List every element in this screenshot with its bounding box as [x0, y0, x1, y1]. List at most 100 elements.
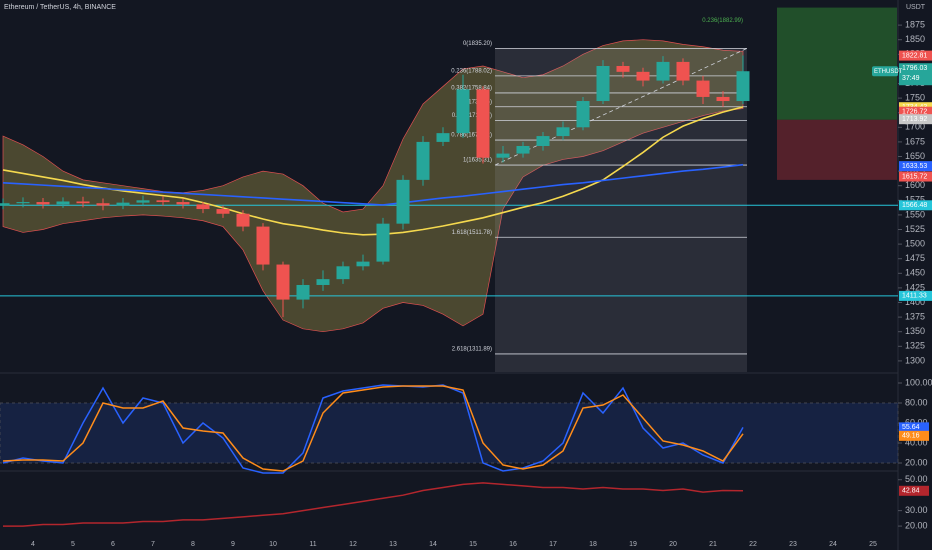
fib-label: 0.786(1678.12): [451, 133, 492, 139]
x-tick-label: 19: [629, 541, 637, 548]
candle-body: [276, 264, 290, 300]
candle-body: [536, 136, 550, 146]
position-target: [777, 7, 897, 120]
candle-body: [136, 200, 150, 203]
y-tick-label: 1450: [905, 268, 925, 278]
candle-body: [736, 71, 750, 102]
axis-unit: USDT: [906, 4, 926, 11]
candle-body: [156, 200, 170, 203]
x-tick-label: 10: [269, 541, 277, 548]
y-tick-label: 1475: [905, 253, 925, 263]
price-label: 1726.72: [902, 109, 927, 116]
candle-body: [556, 127, 570, 137]
y-tick-label: 1350: [905, 326, 925, 336]
trend-line: [494, 47, 748, 166]
candle-body: [216, 209, 230, 214]
last-price-box: [899, 63, 932, 86]
value-box: [899, 422, 929, 433]
y-tick-label: 1600: [905, 180, 925, 190]
candle-body: [16, 202, 30, 204]
candle-body: [256, 226, 270, 265]
x-tick-label: 24: [829, 541, 837, 548]
moving-average: [2, 163, 744, 206]
symbol-label: ETHUSDT: [874, 69, 903, 75]
fib-label: 1(1635.31): [463, 158, 492, 164]
candle-body: [316, 279, 330, 285]
price-label: 1822.81: [902, 52, 927, 59]
candle-body: [376, 223, 390, 262]
price-label-box: [899, 161, 932, 172]
price-label-box: [899, 290, 932, 301]
y-tick-label: 1875: [905, 19, 925, 29]
candle-body: [656, 61, 670, 81]
fib-label: 0.5(1735.25): [458, 99, 492, 105]
value-box: [899, 485, 929, 496]
fib-ext-label: 0.236(1882.99): [702, 18, 743, 24]
candle-body: [596, 65, 610, 102]
fib-label: 1.618(1511.78): [452, 230, 492, 236]
x-tick-label: 5: [71, 541, 75, 548]
price-label-box: [899, 50, 932, 61]
y-tick-label: 100.00: [905, 377, 932, 387]
candle-body: [296, 284, 310, 300]
candle-body: [476, 89, 490, 158]
value-label: 42.84: [902, 488, 920, 495]
value-box: [899, 430, 929, 441]
y-tick-label: 30.00: [905, 505, 928, 515]
candle-body: [336, 266, 350, 280]
y-tick-label: 1400: [905, 297, 925, 307]
y-tick-label: 20.00: [905, 457, 928, 467]
price-label-box: [899, 200, 932, 211]
y-tick-label: 1675: [905, 136, 925, 146]
last-price: 1796.03: [902, 65, 927, 72]
candle-body: [416, 141, 430, 180]
x-tick-label: 16: [509, 541, 517, 548]
candle-body: [456, 89, 470, 134]
y-tick-label: 1525: [905, 224, 925, 234]
x-tick-label: 7: [151, 541, 155, 548]
x-tick-label: 23: [789, 541, 797, 548]
price-label: 1566.48: [902, 202, 927, 209]
fib-label: 0.382(1758.84): [451, 86, 492, 92]
x-tick-label: 22: [749, 541, 757, 548]
price-label: 1615.72: [902, 173, 927, 180]
price-label: 1411.33: [902, 293, 927, 300]
x-tick-label: 11: [309, 541, 316, 548]
moving-average: [2, 106, 744, 236]
price-label: 1633.53: [902, 163, 927, 170]
price-label-box: [899, 106, 932, 117]
y-tick-label: 1300: [905, 355, 925, 365]
candle-body: [496, 153, 510, 158]
y-tick-label: 1550: [905, 209, 925, 219]
candle-body: [356, 261, 370, 267]
y-tick-label: 1375: [905, 311, 925, 321]
candle-body: [36, 202, 50, 205]
y-tick-label: 1750: [905, 92, 925, 102]
x-tick-label: 17: [549, 541, 557, 548]
x-tick-label: 20: [669, 541, 677, 548]
x-tick-label: 12: [349, 541, 357, 548]
y-tick-label: 1500: [905, 238, 925, 248]
candle-body: [196, 204, 210, 210]
x-tick-label: 13: [389, 541, 397, 548]
candle-body: [576, 101, 590, 128]
candle-body: [616, 65, 630, 72]
chart-title: Ethereum / TetherUS, 4h, BINANCE: [4, 4, 116, 11]
value-label: 55.64: [902, 424, 920, 431]
y-tick-label: 1425: [905, 282, 925, 292]
fib-label: 2.618(1311.89): [452, 347, 492, 353]
y-tick-label: 1325: [905, 341, 925, 351]
stoch-band: [0, 402, 899, 464]
candle-body: [676, 61, 690, 81]
candle-body: [176, 202, 190, 205]
candle-body: [396, 179, 410, 224]
price-label: 1713.92: [902, 116, 927, 123]
price-label-box: [899, 114, 932, 125]
candle-body: [96, 203, 110, 206]
candle-body: [436, 133, 450, 142]
x-tick-label: 25: [869, 541, 877, 548]
candle-body: [516, 145, 530, 154]
fib-label: 0.618(1711.67): [452, 113, 492, 119]
